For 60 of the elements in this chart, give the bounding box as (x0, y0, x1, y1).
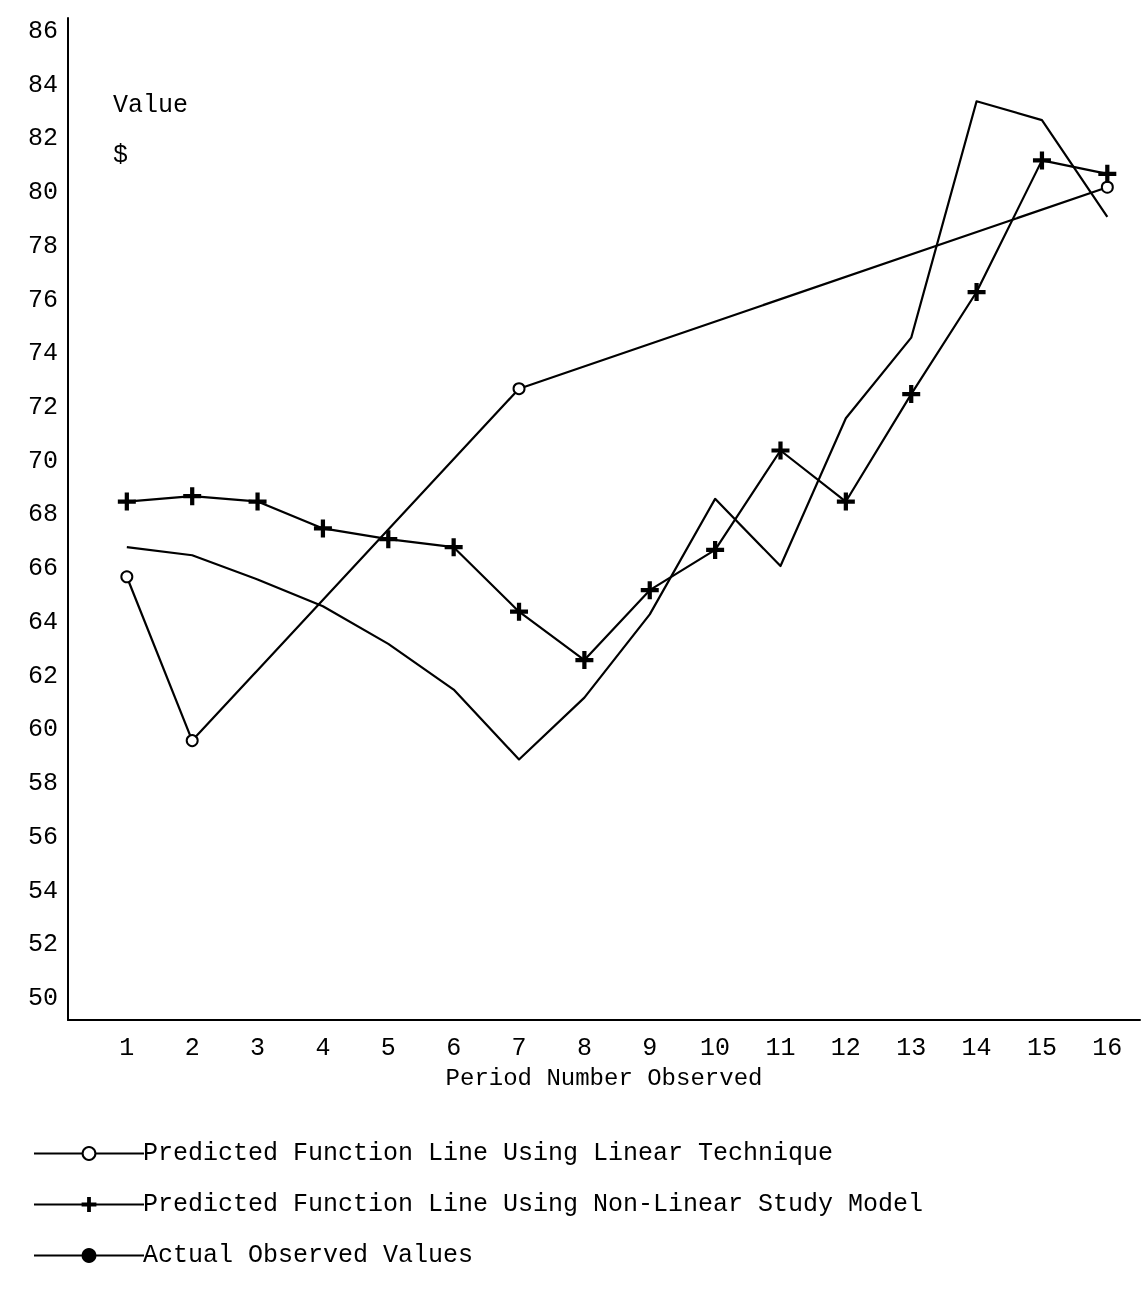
point (967, 283, 986, 302)
x-tick-label: 3 (250, 1034, 266, 1063)
y-tick-label: 64 (27, 607, 58, 637)
y-tick-label: 60 (27, 715, 58, 745)
x-tick-label: 9 (642, 1034, 658, 1063)
legend-label: Predicted Function Line Using Non-Linear Study Model (143, 1190, 924, 1219)
y-tick-label: 86 (27, 16, 58, 46)
x-tick-label: 11 (765, 1034, 796, 1063)
point (902, 385, 921, 404)
y-axis-title: Value $ (113, 90, 189, 170)
point (185, 734, 199, 748)
point (510, 602, 529, 621)
point (379, 530, 398, 549)
y-tick-label: 50 (27, 984, 58, 1014)
legend-label: Predicted Function Line Using Linear Technique (143, 1139, 834, 1168)
y-tick-label: 76 (27, 285, 58, 315)
point (640, 581, 659, 600)
y-tick-label: 62 (27, 661, 58, 691)
x-tick-label: 6 (446, 1034, 462, 1063)
y-tick-label: 58 (27, 769, 58, 799)
point (836, 492, 855, 511)
x-tick-label: 2 (184, 1034, 200, 1063)
y-tick-label: 70 (27, 446, 58, 476)
point (706, 540, 725, 559)
y-tick-label: 56 (27, 822, 58, 852)
point (1098, 164, 1117, 183)
point (120, 570, 134, 584)
y-tick-label: 80 (27, 178, 58, 208)
y-tick-label: 68 (27, 500, 58, 530)
x-tick-label: 16 (1092, 1034, 1123, 1063)
point (512, 382, 526, 396)
x-tick-label: 5 (380, 1034, 396, 1063)
point (1100, 180, 1114, 194)
x-tick-label: 10 (700, 1034, 731, 1063)
point (117, 492, 136, 511)
y-tick-label: 52 (27, 930, 58, 960)
x-tick-label: 12 (830, 1034, 861, 1063)
point (575, 651, 594, 670)
y-tick-label: 74 (27, 339, 58, 369)
point (444, 538, 463, 557)
point (771, 441, 790, 460)
point (1032, 151, 1051, 170)
x-tick-label: 13 (896, 1034, 927, 1063)
x-tick-label: 4 (315, 1034, 331, 1063)
x-tick-label: 1 (119, 1034, 135, 1063)
y-tick-label: 72 (27, 393, 58, 423)
y-tick-label: 54 (27, 876, 58, 906)
x-tick-label: 8 (576, 1034, 592, 1063)
y-tick-label: 78 (27, 231, 58, 261)
y-tick-label: 82 (27, 124, 58, 154)
y-tick-label: 66 (27, 554, 58, 584)
point (313, 519, 332, 538)
y-tick-label: 84 (27, 70, 58, 100)
x-axis-title: Period Number Observed (445, 1064, 763, 1092)
legend-label: Actual Observed Values (143, 1241, 474, 1270)
point (248, 492, 267, 511)
x-tick-label: 15 (1026, 1034, 1057, 1063)
x-tick-label: 7 (511, 1034, 527, 1063)
point (183, 487, 202, 506)
x-tick-label: 14 (961, 1034, 992, 1063)
